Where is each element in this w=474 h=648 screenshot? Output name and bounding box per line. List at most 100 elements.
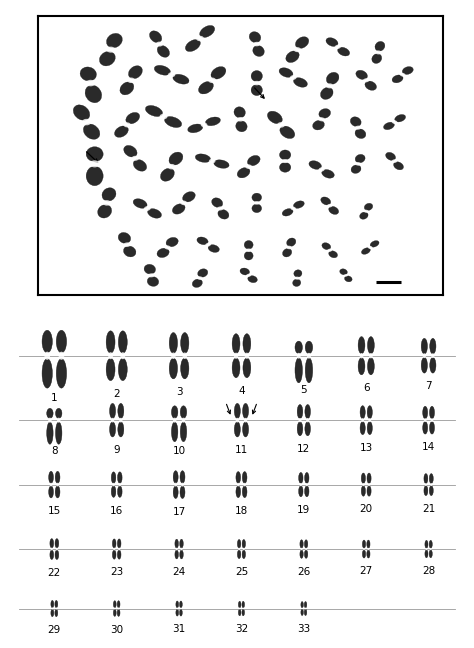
Ellipse shape	[51, 601, 54, 608]
Ellipse shape	[292, 279, 301, 286]
Ellipse shape	[254, 201, 260, 205]
Ellipse shape	[113, 548, 115, 550]
Ellipse shape	[358, 358, 365, 375]
Ellipse shape	[423, 422, 428, 434]
Ellipse shape	[242, 609, 245, 616]
Ellipse shape	[237, 540, 241, 548]
Ellipse shape	[236, 486, 241, 498]
Ellipse shape	[117, 609, 120, 616]
Ellipse shape	[242, 550, 246, 559]
Ellipse shape	[351, 165, 361, 174]
Ellipse shape	[286, 246, 292, 249]
Ellipse shape	[237, 168, 250, 178]
Ellipse shape	[328, 249, 332, 252]
Ellipse shape	[182, 353, 187, 359]
Ellipse shape	[286, 51, 299, 63]
Ellipse shape	[301, 548, 302, 550]
Ellipse shape	[181, 483, 184, 487]
Ellipse shape	[242, 601, 245, 608]
Ellipse shape	[423, 353, 426, 358]
Text: 20: 20	[360, 504, 373, 515]
Ellipse shape	[217, 207, 223, 211]
Ellipse shape	[297, 353, 301, 358]
Ellipse shape	[236, 121, 247, 132]
Ellipse shape	[106, 47, 116, 52]
Ellipse shape	[337, 47, 350, 56]
Ellipse shape	[197, 237, 208, 245]
Ellipse shape	[299, 472, 303, 483]
Ellipse shape	[280, 150, 291, 160]
Ellipse shape	[50, 538, 54, 548]
Ellipse shape	[304, 601, 307, 608]
Ellipse shape	[51, 548, 53, 551]
Text: 1: 1	[51, 393, 58, 403]
Ellipse shape	[299, 486, 303, 497]
Ellipse shape	[212, 198, 223, 207]
Ellipse shape	[132, 156, 139, 161]
Ellipse shape	[234, 107, 246, 118]
Ellipse shape	[218, 209, 229, 219]
Ellipse shape	[245, 353, 249, 359]
Ellipse shape	[236, 472, 241, 483]
Ellipse shape	[168, 72, 175, 77]
Ellipse shape	[243, 483, 246, 487]
Ellipse shape	[118, 422, 124, 437]
Ellipse shape	[176, 601, 179, 608]
Ellipse shape	[47, 422, 53, 444]
Ellipse shape	[305, 422, 310, 435]
Ellipse shape	[171, 353, 176, 359]
Ellipse shape	[249, 32, 261, 43]
Text: 31: 31	[173, 624, 186, 634]
Ellipse shape	[356, 70, 367, 80]
Ellipse shape	[118, 404, 124, 419]
Ellipse shape	[118, 550, 121, 559]
Ellipse shape	[119, 418, 122, 422]
Ellipse shape	[174, 483, 177, 487]
Ellipse shape	[345, 276, 352, 282]
Ellipse shape	[368, 246, 373, 249]
Ellipse shape	[56, 358, 66, 388]
Ellipse shape	[423, 406, 428, 419]
Text: 19: 19	[297, 505, 310, 515]
Ellipse shape	[293, 78, 308, 87]
Ellipse shape	[86, 146, 103, 161]
Ellipse shape	[294, 47, 301, 52]
Ellipse shape	[42, 330, 52, 353]
Ellipse shape	[367, 473, 371, 483]
Ellipse shape	[118, 483, 121, 487]
Ellipse shape	[305, 608, 306, 610]
Ellipse shape	[118, 331, 127, 353]
Text: 24: 24	[173, 567, 186, 577]
Ellipse shape	[112, 550, 116, 559]
Ellipse shape	[251, 85, 263, 96]
Ellipse shape	[106, 331, 115, 353]
Ellipse shape	[372, 54, 382, 64]
Ellipse shape	[242, 472, 247, 483]
Text: 14: 14	[422, 443, 435, 452]
Ellipse shape	[118, 358, 127, 380]
Ellipse shape	[313, 121, 324, 130]
Ellipse shape	[368, 483, 370, 486]
Ellipse shape	[365, 81, 376, 90]
Ellipse shape	[47, 408, 53, 419]
Ellipse shape	[307, 353, 311, 358]
Ellipse shape	[421, 358, 428, 373]
Ellipse shape	[56, 483, 59, 487]
Text: 5: 5	[301, 385, 307, 395]
Ellipse shape	[124, 145, 137, 157]
Ellipse shape	[82, 119, 91, 125]
Ellipse shape	[430, 548, 431, 550]
Ellipse shape	[321, 197, 331, 205]
Ellipse shape	[160, 114, 167, 119]
Ellipse shape	[55, 471, 60, 483]
Ellipse shape	[199, 82, 213, 94]
Ellipse shape	[243, 608, 244, 610]
Ellipse shape	[326, 38, 338, 47]
Ellipse shape	[392, 159, 397, 163]
Ellipse shape	[147, 277, 159, 286]
Ellipse shape	[294, 270, 302, 277]
Ellipse shape	[108, 353, 113, 359]
Ellipse shape	[246, 273, 251, 277]
Ellipse shape	[55, 486, 60, 498]
Ellipse shape	[367, 406, 373, 419]
